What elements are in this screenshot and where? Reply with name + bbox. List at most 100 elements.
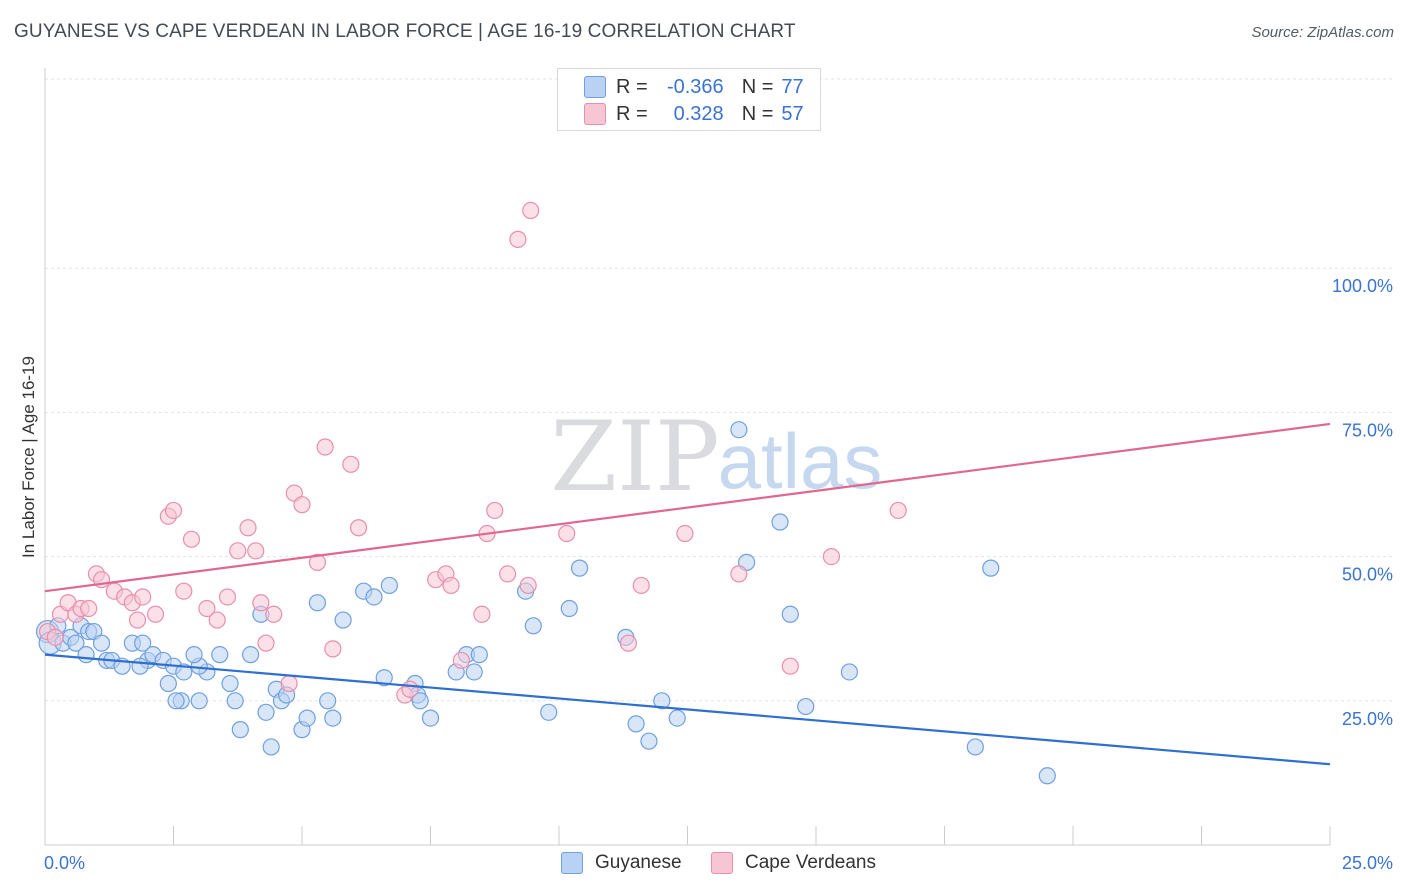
point-cape-verdeans-32 <box>316 438 334 456</box>
point-cape-verdeans-33 <box>324 640 342 658</box>
point-cape-verdeans-26 <box>257 634 275 652</box>
point-guyanese-5 <box>67 634 85 652</box>
legend-swatch-cape-verdeans <box>584 103 606 125</box>
point-guyanese-49 <box>380 576 398 595</box>
point-cape-verdeans-40 <box>442 576 460 595</box>
x-tick-label-max: 25.0% <box>1342 853 1393 873</box>
r-value-cape-verdeans: 0.328 <box>673 102 724 125</box>
point-cape-verdeans-54 <box>781 657 799 675</box>
point-cape-verdeans-35 <box>349 519 368 537</box>
point-cape-verdeans-27 <box>265 605 283 623</box>
source-label: Source: ZipAtlas.com <box>1251 24 1394 41</box>
point-guyanese-9 <box>77 646 95 664</box>
point-guyanese-32 <box>231 721 249 739</box>
point-cape-verdeans-22 <box>229 542 247 560</box>
point-cape-verdeans-51 <box>632 576 650 595</box>
point-cape-verdeans-18 <box>182 530 201 548</box>
point-guyanese-41 <box>298 709 316 727</box>
n-value-cape-verdeans: 57 <box>781 102 804 125</box>
point-cape-verdeans-1 <box>46 628 64 646</box>
axes <box>44 68 1331 846</box>
point-cape-verdeans-46 <box>509 230 527 248</box>
point-cape-verdeans-24 <box>247 542 265 560</box>
point-guyanese-74 <box>966 738 984 756</box>
point-cape-verdeans-13 <box>134 588 152 606</box>
point-cape-verdeans-12 <box>128 611 147 629</box>
point-cape-verdeans-21 <box>218 588 237 606</box>
gridlines <box>45 78 1392 702</box>
point-cape-verdeans-34 <box>342 455 360 473</box>
point-cape-verdeans-17 <box>175 582 193 600</box>
n-label: N = <box>741 75 774 98</box>
point-guyanese-62 <box>570 559 589 577</box>
point-cape-verdeans-6 <box>80 599 98 618</box>
point-guyanese-70 <box>771 513 789 531</box>
point-cape-verdeans-19 <box>198 599 216 618</box>
y-tick-label-50: 50.0% <box>1342 565 1393 585</box>
point-cape-verdeans-14 <box>146 605 165 623</box>
point-cape-verdeans-28 <box>280 674 298 693</box>
trend-line-cape-verdeans <box>44 422 1331 593</box>
point-guyanese-55 <box>470 646 488 664</box>
point-cape-verdeans-37 <box>401 680 419 698</box>
r-label: R = <box>616 75 648 98</box>
point-guyanese-24 <box>167 692 185 710</box>
point-cape-verdeans-56 <box>889 501 907 520</box>
point-guyanese-59 <box>524 617 542 635</box>
point-guyanese-76 <box>1038 767 1056 785</box>
legend-row-guyanese: R = -0.366 N = 77 <box>584 74 804 100</box>
point-cape-verdeans-42 <box>473 605 491 623</box>
point-guyanese-68 <box>730 421 748 439</box>
point-cape-verdeans-41 <box>452 651 470 670</box>
x-tick-label-min: 0.0% <box>44 853 85 873</box>
point-cape-verdeans-16 <box>164 501 183 520</box>
point-guyanese-75 <box>982 559 1000 577</box>
point-guyanese-44 <box>319 692 337 710</box>
point-cape-verdeans-44 <box>486 501 504 520</box>
point-guyanese-27 <box>185 646 203 664</box>
point-cape-verdeans-45 <box>499 565 517 583</box>
point-guyanese-37 <box>257 703 275 721</box>
point-guyanese-21 <box>175 663 193 681</box>
point-guyanese-42 <box>308 594 327 612</box>
y-tick-label-75: 75.0% <box>1342 420 1393 440</box>
legend-row-cape-verdeans: R = 0.328 N = 57 <box>584 101 804 127</box>
tick-labels: 25.0% 50.0% 75.0% 100.0% 0.0% 25.0% <box>44 276 1393 873</box>
r-value-guyanese: -0.366 <box>666 75 724 98</box>
point-guyanese-67 <box>668 709 686 727</box>
point-cape-verdeans-31 <box>308 553 327 571</box>
point-cape-verdeans-55 <box>822 548 841 566</box>
y-axis-label: In Labor Force | Age 16-19 <box>19 356 38 558</box>
point-cape-verdeans-23 <box>239 519 257 537</box>
legend-swatch-guyanese <box>584 76 606 98</box>
point-guyanese-29 <box>211 646 229 664</box>
data-points <box>35 201 1056 785</box>
point-guyanese-61 <box>560 599 578 618</box>
point-cape-verdeans-25 <box>252 594 270 612</box>
point-guyanese-39 <box>242 646 260 664</box>
point-guyanese-73 <box>840 663 859 681</box>
point-guyanese-53 <box>421 709 440 727</box>
point-cape-verdeans-30 <box>293 496 311 514</box>
chart-title: GUYANESE VS CAPE VERDEAN IN LABOR FORCE … <box>14 21 796 42</box>
bottom-legend-guyanese: Guyanese <box>561 852 682 874</box>
watermark-zip: ZIP <box>550 401 719 513</box>
point-cape-verdeans-50 <box>619 634 637 652</box>
point-cape-verdeans-20 <box>208 611 226 629</box>
bottom-swatch-cape-verdeans <box>711 852 733 874</box>
point-guyanese-45 <box>334 611 352 629</box>
point-cape-verdeans-49 <box>558 524 576 543</box>
point-cape-verdeans-52 <box>676 524 694 543</box>
point-guyanese-66 <box>653 692 671 710</box>
point-guyanese-72 <box>797 697 815 716</box>
point-cape-verdeans-47 <box>519 576 537 595</box>
y-tick-label-100: 100.0% <box>1332 276 1393 296</box>
point-guyanese-22 <box>159 674 177 693</box>
point-guyanese-43 <box>324 709 342 727</box>
point-guyanese-56 <box>465 663 483 681</box>
bottom-legend-label-cape-verdeans: Cape Verdeans <box>745 852 876 873</box>
point-guyanese-30 <box>221 674 239 693</box>
point-guyanese-17 <box>131 657 149 675</box>
y-tick-label-25: 25.0% <box>1342 709 1393 729</box>
